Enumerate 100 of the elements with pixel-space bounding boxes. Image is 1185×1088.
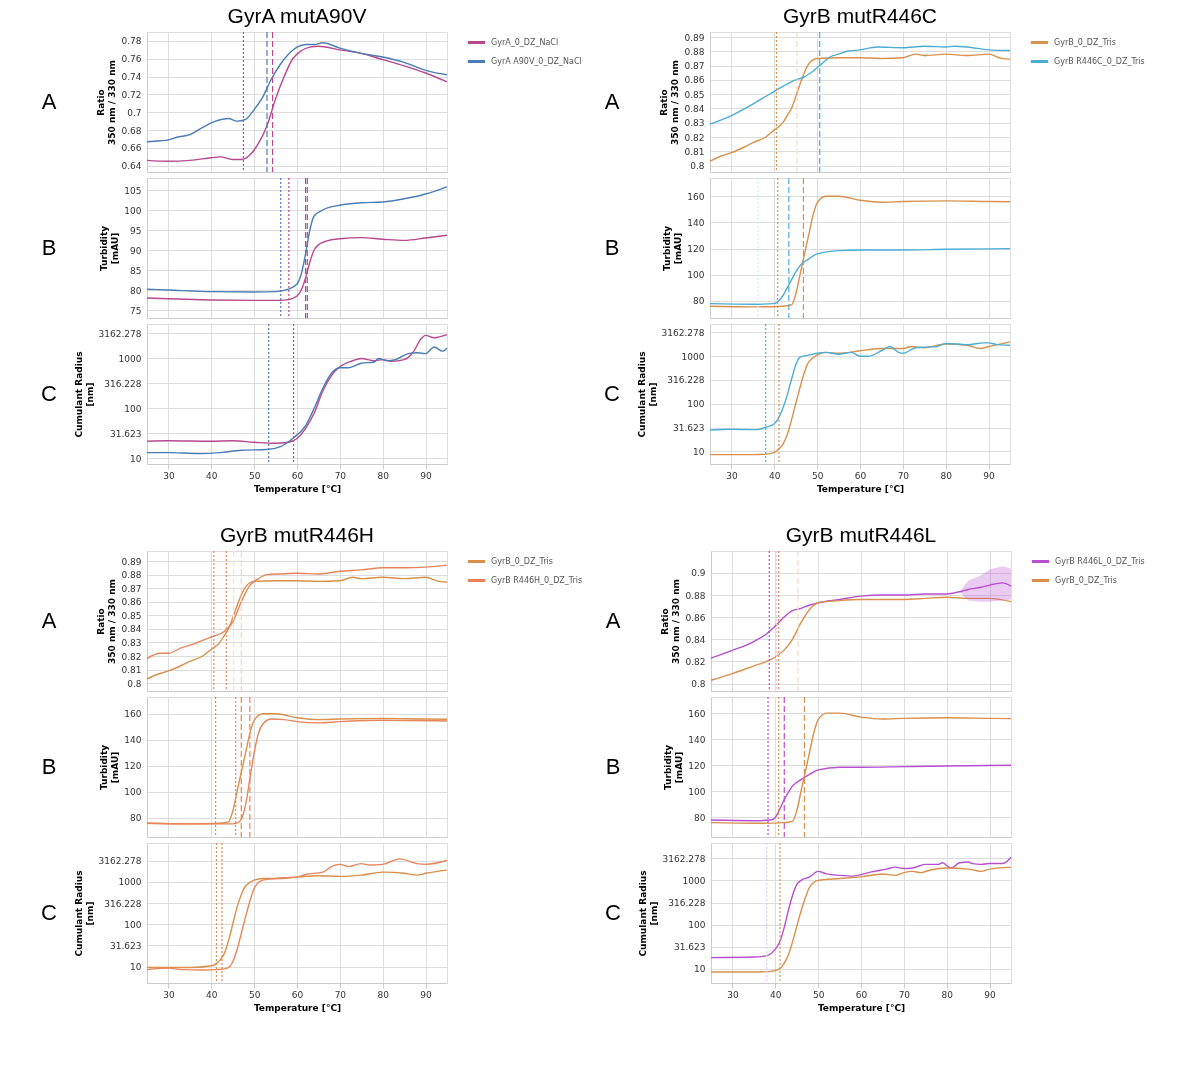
y-tick-label: 0.83 [684,118,705,129]
y-tick-label: 31.623 [674,942,706,953]
x-tick-label: 50 [248,989,261,1000]
chart-title: GyrB mutR446L [785,523,937,547]
y-tick-label: 0.74 [121,72,142,83]
text: A [41,89,57,114]
y-axis-title: Cumulant Radius [nm] [73,870,95,957]
y-tick-label: 10 [130,962,142,973]
text: C [41,381,58,406]
x-tick-label: 50 [812,989,825,1000]
y-tick-label: 0.64 [121,161,142,172]
y-tick-label: 0.88 [684,46,705,57]
y-tick-label: 85 [130,265,142,276]
x-tick-label: 60 [855,989,868,1000]
chart-title: GyrA mutA90V [227,4,367,28]
y-tick-label: 0.89 [684,32,705,43]
y-axis-title: Ratio 350 nm / 330 nm [96,60,118,145]
text: A [604,89,620,114]
y-tick-label: 0.7 [127,107,142,118]
y-tick-label: 80 [130,813,142,824]
y-tick-label: 100 [124,205,142,216]
chart-title: GyrB mutR446C [782,4,938,28]
y-tick-label: 0.78 [121,36,142,47]
y-tick-label: 100 [687,270,705,281]
text: A [605,608,621,633]
y-tick-label: 0.8 [690,161,705,172]
y-tick-label: 0.85 [684,89,705,100]
x-axis-title: Temperature [°C] [817,1002,906,1013]
y-axis-title: Cumulant Radius [nm] [73,351,95,438]
y-tick-label: 0.87 [121,583,142,594]
legend-label: GyrB R446L_0_DZ_Tris [1055,556,1145,566]
y-axis-title: Cumulant Radius [nm] [636,351,658,438]
y-tick-label: 100 [124,403,142,414]
y-tick-label: 0.82 [121,651,142,662]
y-tick-label: 0.8 [127,678,142,689]
y-tick-label: 0.82 [684,132,705,143]
y-tick-label: 120 [688,760,706,771]
x-tick-label: 80 [941,989,954,1000]
y-tick-label: 1000 [681,351,705,362]
x-tick-label: 40 [206,989,218,1000]
y-tick-label: 0.8 [691,679,706,690]
y-axis-title: Ratio 350 nm / 330 nm [660,579,682,664]
y-tick-label: 0.72 [121,89,142,100]
chart-title: GyrB mutR446H [219,523,375,547]
y-axis-title: Cumulant Radius [nm] [637,870,659,957]
y-tick-label: 10 [130,453,142,464]
y-tick-label: 0.82 [685,656,706,667]
legend-label: GyrA A90V_0_DZ_NaCl [491,56,582,66]
x-tick-label: 70 [898,989,911,1000]
x-tick-label: 90 [983,470,996,481]
x-tick-label: 70 [334,470,347,481]
y-tick-label: 0.68 [121,125,142,136]
text: A [41,608,57,633]
y-axis-title: Turbidity [mAU] [99,225,121,272]
y-tick-label: 31.623 [110,940,142,951]
y-tick-label: 0.83 [121,637,142,648]
x-tick-label: 60 [854,470,867,481]
text: B [604,235,620,260]
y-tick-label: 80 [130,285,142,296]
y-tick-label: 100 [688,786,706,797]
text: B [41,235,57,260]
x-axis-title: Temperature [°C] [816,483,905,494]
x-tick-label: 50 [811,470,824,481]
y-tick-label: 95 [130,225,142,236]
x-tick-label: 30 [163,470,175,481]
x-tick-label: 30 [727,989,739,1000]
y-tick-label: 90 [130,245,142,256]
x-tick-label: 80 [940,470,953,481]
y-tick-label: 31.623 [110,428,142,439]
y-axis-title: Ratio 350 nm / 330 nm [96,579,118,664]
legend-label: GyrB_0_DZ_Tris [1054,37,1116,47]
y-tick-label: 0.76 [121,54,142,65]
y-tick-label: 160 [124,709,142,720]
y-tick-label: 0.85 [121,610,142,621]
y-tick-label: 140 [687,217,705,228]
y-tick-label: 105 [124,185,142,196]
text: C [604,381,621,406]
x-axis-title: Temperature [°C] [253,483,342,494]
y-tick-label: 0.81 [684,146,705,157]
y-tick-label: 0.86 [684,75,705,86]
y-tick-label: 3162.278 [98,856,142,867]
y-axis-title: Turbidity [mAU] [663,744,685,791]
y-tick-label: 316.228 [104,378,142,389]
y-tick-label: 80 [694,812,706,823]
y-tick-label: 316.228 [668,898,706,909]
y-tick-label: 140 [688,734,706,745]
y-tick-label: 0.88 [685,590,706,601]
x-tick-label: 70 [334,989,347,1000]
y-tick-label: 0.84 [121,624,142,635]
x-tick-label: 60 [291,989,304,1000]
y-tick-label: 100 [124,919,142,930]
y-tick-label: 1000 [118,353,142,364]
y-tick-label: 316.228 [667,375,705,386]
x-tick-label: 40 [770,989,782,1000]
y-tick-label: 80 [693,296,705,307]
x-tick-label: 50 [248,470,261,481]
x-tick-label: 90 [420,989,433,1000]
y-tick-label: 31.623 [673,423,705,433]
y-tick-label: 0.86 [685,612,706,623]
y-tick-label: 0.86 [121,597,142,608]
